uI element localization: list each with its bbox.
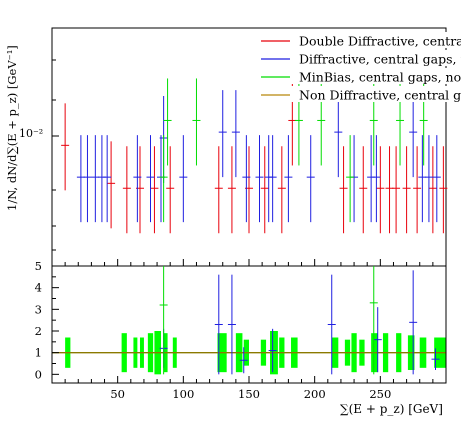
series-0-point-2 <box>122 146 131 234</box>
series-1-point-25 <box>432 135 441 223</box>
series-0-point-15 <box>385 146 394 234</box>
series-1-point-3 <box>97 135 106 223</box>
ratio-points <box>159 266 440 375</box>
ratio-point-5 <box>327 274 336 375</box>
ratio-point-2 <box>227 274 236 375</box>
series-1-point-17 <box>306 135 315 223</box>
legend-label-3: Non Diffractive, central gaps, no jet <box>299 88 461 103</box>
y-axis-label: 1/N, dN/d∑(E + p_z) [GeV⁻¹] <box>5 45 19 211</box>
legend-bg-0 <box>256 32 461 48</box>
legend-bg-1 <box>256 50 461 66</box>
series-1-point-10 <box>218 90 227 178</box>
series-1-point-15 <box>268 135 277 223</box>
legend-label-2: MinBias, central gaps, no jet <box>299 70 461 85</box>
legend-label-0: Double Diffractive, central gaps, no jet <box>299 34 461 49</box>
x-axis-label: ∑(E + p_z) [GeV] <box>340 402 443 416</box>
series-0-point-5 <box>166 146 175 234</box>
legend-bg-2 <box>256 68 461 84</box>
series-1-point-0 <box>76 135 85 223</box>
legend-label-1: Diffractive, central gaps, no jet <box>299 52 461 67</box>
x-tick-label-250: 250 <box>369 387 391 401</box>
series-0-point-14 <box>376 146 385 234</box>
ratio-point-1 <box>214 274 223 375</box>
series-1-point-23 <box>418 135 427 223</box>
ratio-point-9 <box>159 266 168 375</box>
x-tick-label-200: 200 <box>304 387 326 401</box>
series-0-point-9 <box>260 146 269 234</box>
lower-y-tick-label-4: 4 <box>35 281 42 295</box>
lower-y-tick-label-2: 2 <box>35 324 42 338</box>
series-0-point-0 <box>61 103 70 191</box>
series-0-point-13 <box>359 146 368 234</box>
series-1-point-4 <box>103 135 112 223</box>
series-0-point-4 <box>150 146 159 234</box>
ratio-point-4 <box>268 328 277 373</box>
x-tick-label-100: 100 <box>172 387 194 401</box>
series-0-point-12 <box>339 146 348 234</box>
series-0-point-7 <box>227 146 236 234</box>
series-1-point-11 <box>231 90 240 178</box>
series-1-point-21 <box>372 135 381 223</box>
series-1-point-12 <box>242 135 251 223</box>
series-1-point-16 <box>284 135 293 223</box>
series-2-point-5 <box>346 135 355 223</box>
series-0-point-10 <box>277 146 286 234</box>
series-1-point-1 <box>83 135 92 223</box>
x-tick-label-50: 50 <box>110 387 125 401</box>
series-0-point-19 <box>428 146 437 234</box>
series-0-point-18 <box>413 146 422 234</box>
series-0-point-17 <box>402 146 411 234</box>
lower-panel-frame: 0 1 2 3 4 5 50 100 150 200 250 <box>35 259 447 401</box>
series-1-point-14 <box>264 135 273 223</box>
series-0-point-6 <box>214 146 223 234</box>
series-1-point-24 <box>424 135 433 223</box>
ratio-point-10 <box>369 266 378 375</box>
ratio-point-6 <box>373 307 382 373</box>
series-0-point-16 <box>392 146 401 234</box>
series-0-point-20 <box>439 146 448 234</box>
ratio-point-7 <box>409 270 418 375</box>
series-2-point-2 <box>192 78 201 166</box>
series-2-point-0 <box>159 135 168 223</box>
upper-y-tick-label: 10⁻² <box>19 127 44 140</box>
series-0-point-1 <box>107 141 116 229</box>
ratio-point-3 <box>239 347 248 374</box>
legend-bg-3 <box>256 86 461 102</box>
lower-y-tick-label-3: 3 <box>35 302 42 316</box>
ratio-point-8 <box>431 348 440 370</box>
series-1-point-5 <box>133 135 142 223</box>
series-1-point-13 <box>255 135 264 223</box>
lower-y-tick-label-0: 0 <box>35 367 42 381</box>
series-1-point-9 <box>179 135 188 223</box>
legend: Double Diffractive, central gaps, no jet… <box>256 32 461 103</box>
series-1-point-2 <box>91 135 100 223</box>
series-1-point-6 <box>146 135 155 223</box>
series-1-point-19 <box>350 135 359 223</box>
series-1-point-22 <box>409 90 418 178</box>
lower-y-tick-label-5: 5 <box>35 259 42 273</box>
series-2-point-1 <box>163 78 172 166</box>
x-tick-label-150: 150 <box>238 387 260 401</box>
lower-y-tick-label-1: 1 <box>35 346 42 360</box>
series-1-point-18 <box>334 90 343 178</box>
